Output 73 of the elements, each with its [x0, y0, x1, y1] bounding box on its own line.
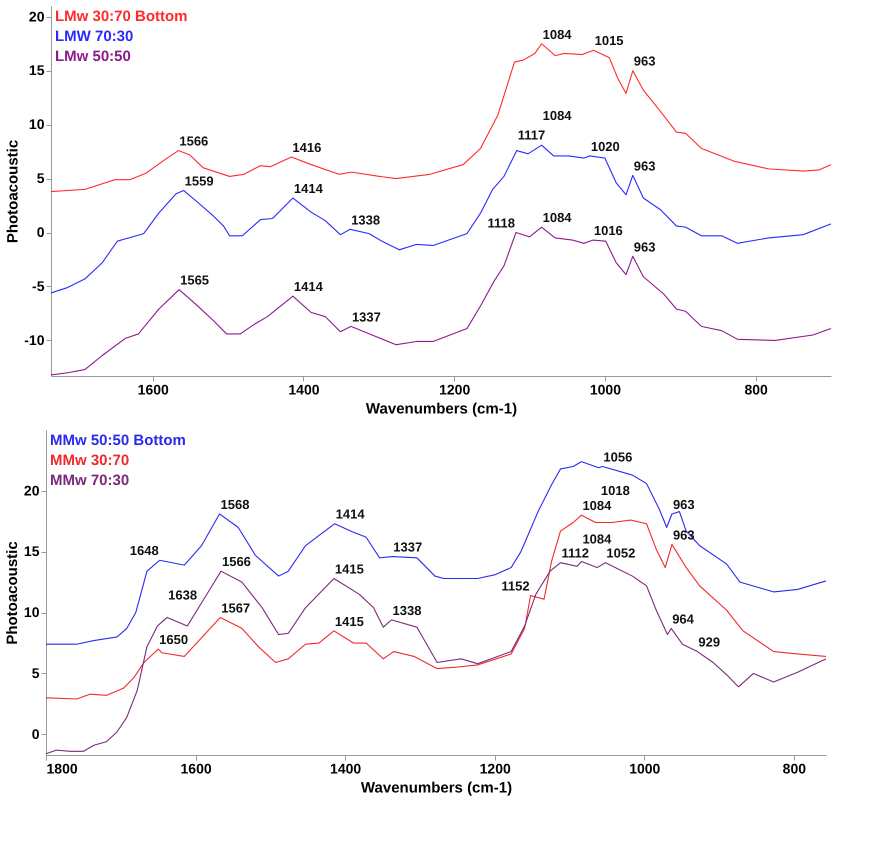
annotation: 1112: [562, 546, 590, 561]
y-tick-label: 0: [32, 726, 40, 742]
annotation: 1415: [334, 562, 364, 576]
y-tick-label: 15: [24, 543, 40, 560]
annotation: 1052: [606, 546, 636, 561]
y-tick-label: 20: [28, 8, 45, 24]
annotation: 1084: [542, 26, 572, 42]
annotation: 1565: [180, 272, 210, 288]
x-tick-label: 1800: [46, 760, 78, 776]
text: MMw 30:70: [50, 452, 130, 469]
annotation: 929: [698, 634, 720, 650]
annotation: 963: [634, 158, 656, 174]
y-axis-title: Photoacoustic: [4, 541, 21, 645]
annotation: 1416: [292, 140, 322, 156]
annotation: 1084: [582, 498, 612, 514]
annotation: 1415: [334, 614, 364, 629]
text: MMw 70:30: [50, 472, 130, 489]
annotation: 1414: [294, 279, 324, 294]
annotation: 1152: [501, 578, 530, 594]
x-axis-title: Wavenumbers (cm-1): [366, 400, 518, 418]
x-tick-label: 1200: [439, 382, 470, 398]
y-tick-label: -10: [24, 332, 45, 348]
annotation: 1018: [600, 483, 630, 498]
x-tick-label: 1200: [480, 760, 511, 776]
y-axis-title: Photoacoustic: [4, 140, 22, 244]
annotation: 1559: [184, 173, 214, 188]
y-tick-label: 0: [36, 224, 45, 240]
x-tick-label: 1600: [180, 760, 212, 776]
annotation: 1084: [542, 210, 572, 226]
x-axis-title: Wavenumbers (cm-1): [360, 780, 512, 796]
x-tick-label: 1400: [288, 382, 320, 398]
annotation: 1084: [582, 531, 612, 546]
annotation: 1084: [542, 108, 572, 124]
annotation: 1016: [594, 223, 623, 238]
annotation: 1338: [351, 212, 380, 228]
text: LMw 30:70 Bottom: [55, 8, 188, 25]
x-tick-label: 1000: [590, 382, 622, 398]
annotation: 963: [672, 496, 695, 512]
annotation: 963: [634, 239, 656, 254]
annotation: 1650: [159, 632, 188, 648]
annotation: 1567: [221, 600, 250, 616]
annotation: 1118: [487, 216, 515, 231]
annotation: 1015: [594, 33, 624, 48]
x-tick-label: 800: [744, 382, 768, 398]
annotation: 1568: [220, 496, 250, 512]
annotation: 1414: [336, 506, 366, 522]
x-tick-label: 1400: [330, 760, 362, 776]
annotation: 1020: [590, 138, 620, 154]
y-tick-label: 20: [24, 482, 40, 498]
annotation: 1648: [130, 543, 159, 558]
annotation: 1566: [179, 134, 208, 149]
text: LMW 70:30: [55, 28, 134, 45]
y-tick-label: -5: [32, 278, 45, 294]
annotation: 1337: [393, 540, 422, 555]
y-tick-label: 5: [36, 170, 45, 186]
y-tick-label: 10: [24, 604, 40, 620]
annotation: 1056: [603, 450, 632, 465]
annotation: 1117: [518, 128, 546, 143]
annotation: 1638: [168, 587, 198, 602]
x-tick-label: 1000: [629, 760, 661, 776]
annotation: 1566: [222, 554, 251, 570]
annotation: 1414: [294, 181, 324, 196]
text: LMw 50:50: [55, 48, 131, 65]
annotation: 964: [672, 611, 695, 626]
text: MMw 50:50 Bottom: [50, 432, 186, 449]
y-tick-label: 5: [32, 664, 40, 681]
annotation: 1338: [392, 602, 422, 618]
y-tick-label: 15: [28, 62, 45, 78]
x-tick-label: 800: [782, 760, 806, 776]
y-tick-label: 10: [28, 116, 45, 132]
annotation: 963: [634, 54, 656, 69]
annotation: 1337: [352, 309, 381, 324]
x-tick-label: 1600: [138, 382, 170, 398]
